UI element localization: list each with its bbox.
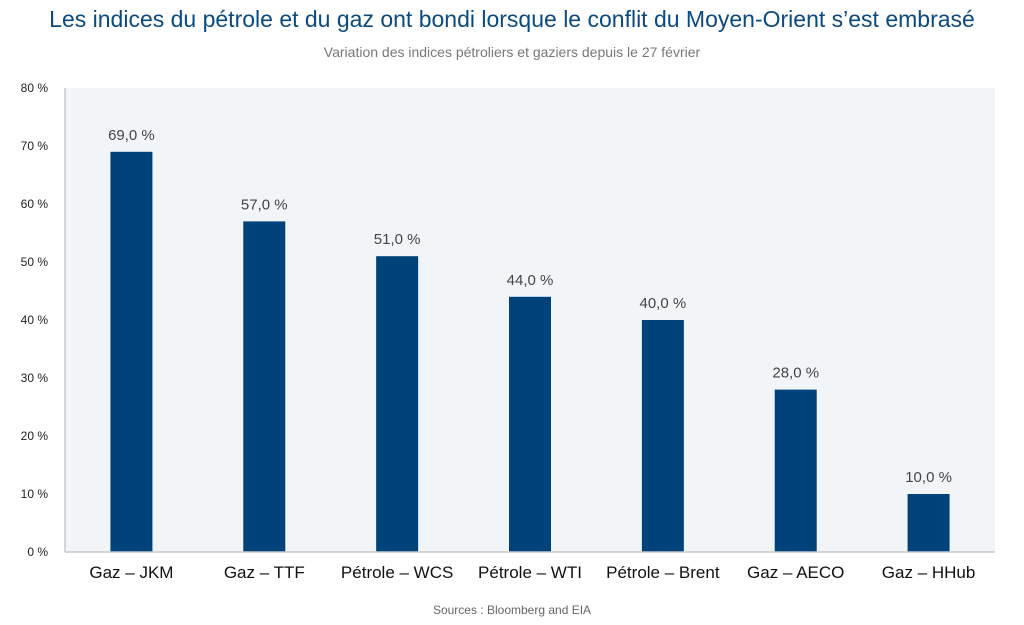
chart-subtitle: Variation des indices pétroliers et gazi… [323, 44, 701, 60]
y-tick-label: 60 % [21, 197, 49, 211]
bar [509, 296, 551, 552]
bar [110, 151, 153, 553]
data-label: 57,0 % [241, 196, 288, 213]
data-label: 69,0 % [108, 127, 155, 144]
y-tick-label: 70 % [21, 139, 49, 153]
x-tick-label: Gaz – JKM [89, 563, 173, 582]
x-tick-label: Gaz – TTF [224, 563, 305, 582]
y-tick-label: 0 % [27, 545, 48, 559]
x-tick-label: Pétrole – WTI [478, 563, 582, 582]
chart-title: Les indices du pétrole et du gaz ont bon… [49, 6, 975, 32]
bar [774, 389, 817, 552]
bar [376, 256, 419, 552]
y-tick-label: 50 % [21, 255, 49, 269]
y-tick-label: 40 % [21, 313, 49, 327]
y-tick-label: 30 % [21, 371, 49, 385]
y-tick-label: 10 % [21, 487, 49, 501]
data-label: 40,0 % [640, 295, 687, 312]
x-tick-label: Pétrole – WCS [341, 563, 453, 582]
y-tick-label: 80 % [21, 81, 49, 95]
data-label: 44,0 % [507, 272, 554, 289]
x-tick-label: Pétrole – Brent [606, 563, 720, 582]
source-note: Sources : Bloomberg and EIA [432, 603, 592, 617]
bar [641, 320, 684, 552]
data-label: 51,0 % [374, 231, 421, 248]
x-tick-label: Gaz – AECO [747, 563, 844, 582]
bar [907, 494, 950, 552]
y-tick-label: 20 % [21, 429, 49, 443]
data-label: 28,0 % [772, 365, 819, 382]
bar [243, 221, 286, 552]
x-tick-label: Gaz – HHub [882, 563, 976, 582]
data-label: 10,0 % [905, 469, 952, 486]
